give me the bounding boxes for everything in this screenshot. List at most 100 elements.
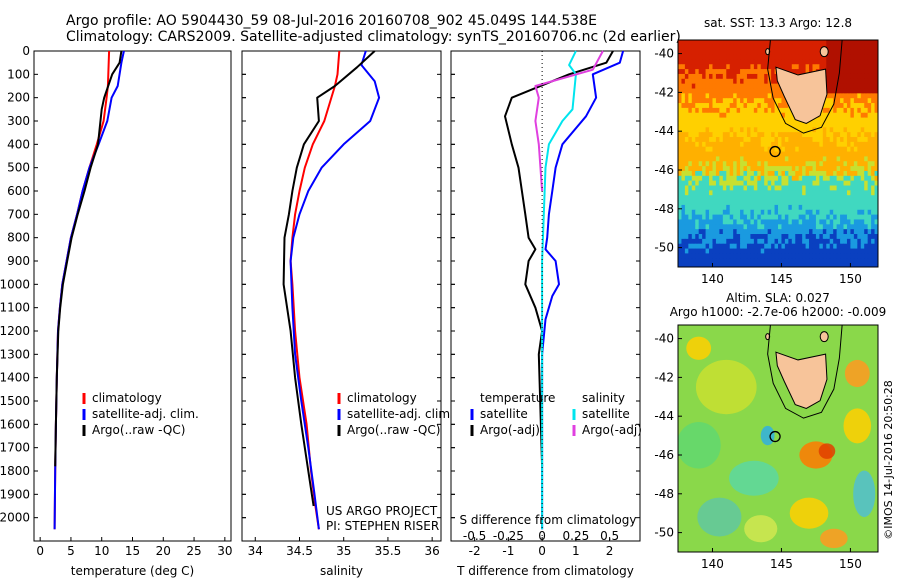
map-cell: [760, 156, 765, 162]
map-cell: [778, 40, 782, 46]
map-cell: [860, 175, 865, 182]
map-cell: [822, 195, 827, 201]
map-cell: [840, 204, 845, 211]
map-cell: [846, 204, 851, 211]
map-cell: [833, 146, 838, 153]
map-cell: [719, 161, 724, 167]
map-cell: [753, 229, 758, 235]
map-cell: [684, 64, 689, 70]
map-cell: [705, 156, 710, 162]
map-cell: [784, 175, 789, 182]
map-cell: [840, 224, 845, 230]
map-cell: [740, 161, 745, 167]
map-cell: [698, 117, 703, 123]
map-cell: [729, 44, 734, 51]
map-cell: [798, 238, 803, 245]
map-cell: [712, 122, 717, 128]
map-cell: [705, 78, 710, 85]
x-tick-label: 34.5: [286, 544, 313, 558]
map-cell: [826, 98, 831, 104]
map-cell: [836, 195, 841, 201]
map-cell: [860, 54, 865, 60]
map-cell: [805, 200, 810, 206]
map-cell: [764, 122, 769, 128]
map-cell: [826, 141, 831, 148]
map-cell: [746, 54, 751, 60]
map-cell: [853, 248, 858, 254]
map-cell: [843, 175, 848, 182]
map-cell: [681, 209, 686, 216]
map-cell: [840, 243, 845, 250]
map-cell: [719, 40, 724, 46]
map-cell: [740, 83, 745, 90]
map-cell: [864, 69, 869, 75]
map-cell: [867, 49, 872, 56]
map-cell: [688, 151, 693, 157]
map-cell: [771, 234, 776, 240]
map-cell: [705, 234, 710, 240]
map-cell: [826, 64, 831, 70]
map-cell: [874, 151, 878, 157]
map-cell: [771, 175, 776, 182]
map-cell: [705, 224, 710, 230]
map-cell: [822, 219, 827, 225]
map-cell: [712, 170, 717, 177]
map-cell: [760, 248, 765, 254]
map-cell: [846, 209, 851, 216]
map-cell: [709, 103, 713, 109]
map-cell: [815, 238, 820, 245]
map-cell: [826, 151, 831, 157]
map-cell: [715, 190, 720, 196]
salinity-profile-frame: [241, 50, 442, 542]
map-cell: [698, 200, 703, 206]
map-cell: [774, 195, 779, 201]
map-cell: [850, 170, 855, 177]
map-cell: [698, 73, 703, 80]
map-cell: [826, 73, 831, 80]
map-cell: [746, 93, 751, 99]
map-cell: [836, 219, 841, 225]
map-cell: [860, 263, 865, 267]
map-cell: [750, 122, 755, 128]
map-cell: [760, 229, 765, 235]
map-cell: [860, 112, 865, 119]
map-cell: [874, 204, 878, 211]
map-cell: [853, 49, 858, 56]
map-cell: [757, 185, 762, 191]
map-cell: [712, 73, 717, 80]
map-cell: [736, 107, 741, 114]
map-cell: [767, 117, 772, 123]
map-cell: [860, 229, 865, 235]
map-cell: [778, 88, 782, 94]
map-cell: [795, 170, 800, 177]
map-cell: [726, 234, 731, 240]
map-cell: [712, 166, 717, 172]
map-cell: [688, 44, 693, 51]
map-cell: [695, 175, 700, 182]
map-cell: [681, 248, 686, 254]
map-cell: [798, 137, 803, 143]
map-cell: [843, 243, 848, 250]
map-cell: [722, 209, 727, 216]
map-cell: [829, 248, 834, 254]
map-cell: [791, 219, 796, 225]
map-cell: [802, 219, 807, 225]
map-cell: [746, 229, 751, 235]
map-cell: [815, 195, 820, 201]
map-cell: [874, 175, 878, 182]
map-cell: [753, 54, 758, 60]
map-cell: [874, 137, 878, 143]
map-cell: [681, 151, 686, 157]
map-cell: [760, 88, 765, 94]
map-cell: [705, 127, 710, 133]
map-cell: [809, 151, 813, 157]
map-cell: [678, 219, 682, 225]
map-cell: [740, 103, 745, 109]
map-cell: [746, 234, 751, 240]
map-cell: [819, 132, 824, 138]
map-cell: [678, 258, 682, 264]
map-cell: [778, 64, 782, 70]
map-cell: [788, 151, 793, 157]
map-cell: [705, 44, 710, 51]
map-cell: [829, 166, 834, 172]
